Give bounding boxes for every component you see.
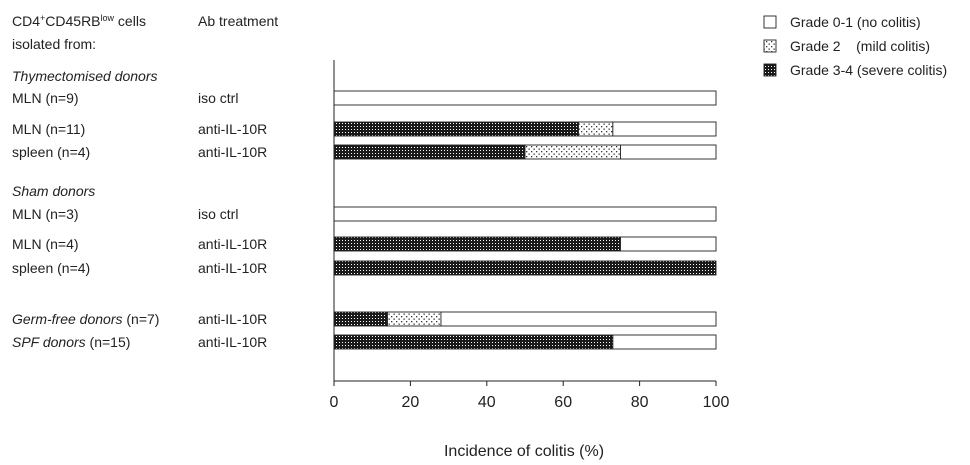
row-treatment-label: anti-IL-10R [198,121,267,137]
header-treatment-label: Ab treatment [198,13,278,29]
bar-segment [524,144,621,160]
legend: Grade 0-1 (no colitis) Grade 2 (mild coli… [763,14,947,78]
group-label: Sham donors [12,183,95,199]
row-source-label: MLN (n=3) [12,206,79,222]
x-axis: 0 20 40 60 80 100 [330,60,730,411]
row-source-label: MLN (n=11) [12,121,85,137]
row-treatment-label: iso ctrl [198,206,238,222]
bar-segment [333,311,388,327]
bar-segment [387,311,442,327]
bar-segment [333,90,717,106]
bar-segment [333,236,621,252]
bar-segment [612,334,717,350]
bar-segment [578,121,614,137]
row-treatment-label: anti-IL-10R [198,334,267,350]
row-source-label: SPF donors (n=15) [12,334,130,350]
bar-segment [333,144,526,160]
bar-segment [333,206,717,222]
row-treatment-label: anti-IL-10R [198,144,267,160]
bar-segment [612,121,717,137]
legend-swatch [763,15,777,29]
bar-segment [333,121,579,137]
legend-swatch [763,63,777,77]
row-treatment-label: iso ctrl [198,90,238,106]
bar-segment [333,260,717,276]
row-treatment-label: anti-IL-10R [198,236,267,252]
legend-label: Grade 2 (mild colitis) [790,38,930,54]
legend-swatch [763,39,777,53]
x-tick-label: 40 [478,394,496,411]
x-tick-label: 0 [330,394,339,411]
bars [333,90,717,350]
x-tick-label: 100 [703,394,730,411]
row-source-label: spleen (n=4) [12,260,90,276]
row-source-label: MLN (n=9) [12,90,79,106]
bar-segment [440,311,717,327]
row-treatment-label: anti-IL-10R [198,260,267,276]
row-treatment-label: anti-IL-10R [198,311,267,327]
legend-label: Grade 0-1 (no colitis) [790,14,921,30]
group-label: Thymectomised donors [12,68,158,84]
x-tick-label: 80 [631,394,649,411]
header-cells-label-line2: isolated from: [12,36,96,52]
legend-label: Grade 3-4 (severe colitis) [790,62,947,78]
bar-segment [620,236,717,252]
row-source-label: MLN (n=4) [12,236,79,252]
header-cells-label: CD4+CD45RBlow cells [12,13,146,29]
row-source-label: Germ-free donors (n=7) [12,311,159,327]
x-tick-label: 20 [402,394,420,411]
row-labels: Thymectomised donors Sham donors MLN (n=9)… [12,68,267,350]
x-axis-title: Incidence of colitis (%) [444,443,604,460]
row-source-label: spleen (n=4) [12,144,90,160]
bar-segment [620,144,717,160]
bar-segment [333,334,614,350]
x-tick-label: 60 [554,394,572,411]
